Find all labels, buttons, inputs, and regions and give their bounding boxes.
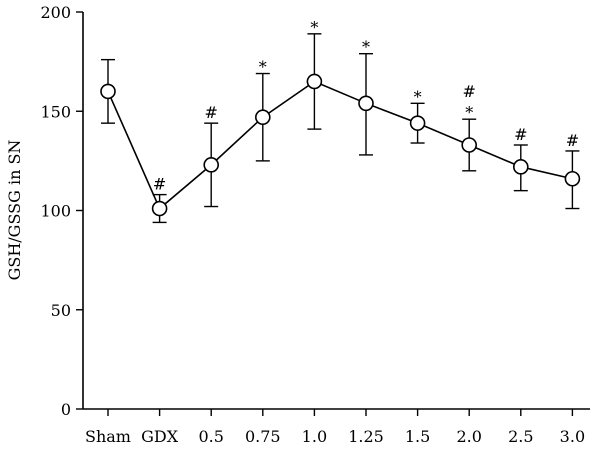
x-tick-label: 1.5 [405,427,430,446]
hash-annotation: # [204,103,217,122]
data-point [254,109,271,126]
y-tick-label: 50 [51,301,71,320]
asterisk-annotation: * [259,58,267,77]
x-tick-label: 1.25 [348,427,384,446]
x-tick-label: 2.0 [456,427,481,446]
x-tick-label: 1.0 [302,427,327,446]
data-point [306,73,323,90]
series-line [107,80,573,210]
x-tick-label: GDX [141,427,179,446]
hash-annotation: # [566,131,579,150]
data-point [461,137,478,153]
data-point [564,170,581,187]
data-point [203,157,219,173]
hash-annotation: # [462,82,475,101]
error-bars [101,33,580,224]
y-tick-label: 150 [40,102,71,121]
data-point [100,83,116,100]
x-tick-label: 3.0 [560,427,585,446]
hash-annotation: # [153,175,166,194]
asterisk-annotation: * [362,38,370,57]
data-markers [100,73,581,217]
x-tick-label: 2.5 [508,427,533,446]
data-point [358,95,374,112]
x-tick-label: Sham [85,427,131,446]
y-tick-label: 100 [40,202,71,221]
x-ticks: Sham GDX 0.5 0.75 1.0 1.25 1.5 2.0 2.5 3.0 [85,409,585,446]
y-tick-label: 0 [61,400,71,419]
data-point [409,115,426,131]
significance-annotations: # # * * * * * # # # [153,18,579,194]
y-axis-label: GSH/GSSG in SN [5,140,24,281]
asterisk-annotation: * [465,103,473,122]
data-point [512,159,529,175]
y-ticks: 0 50 100 150 200 [40,3,83,419]
data-point [151,200,168,217]
x-tick-label: 0.5 [198,427,223,446]
asterisk-annotation: * [310,18,318,37]
y-tick-label: 200 [40,3,71,22]
asterisk-annotation: * [414,87,422,106]
x-tick-label: 0.75 [245,427,281,446]
hash-annotation: # [514,125,527,144]
